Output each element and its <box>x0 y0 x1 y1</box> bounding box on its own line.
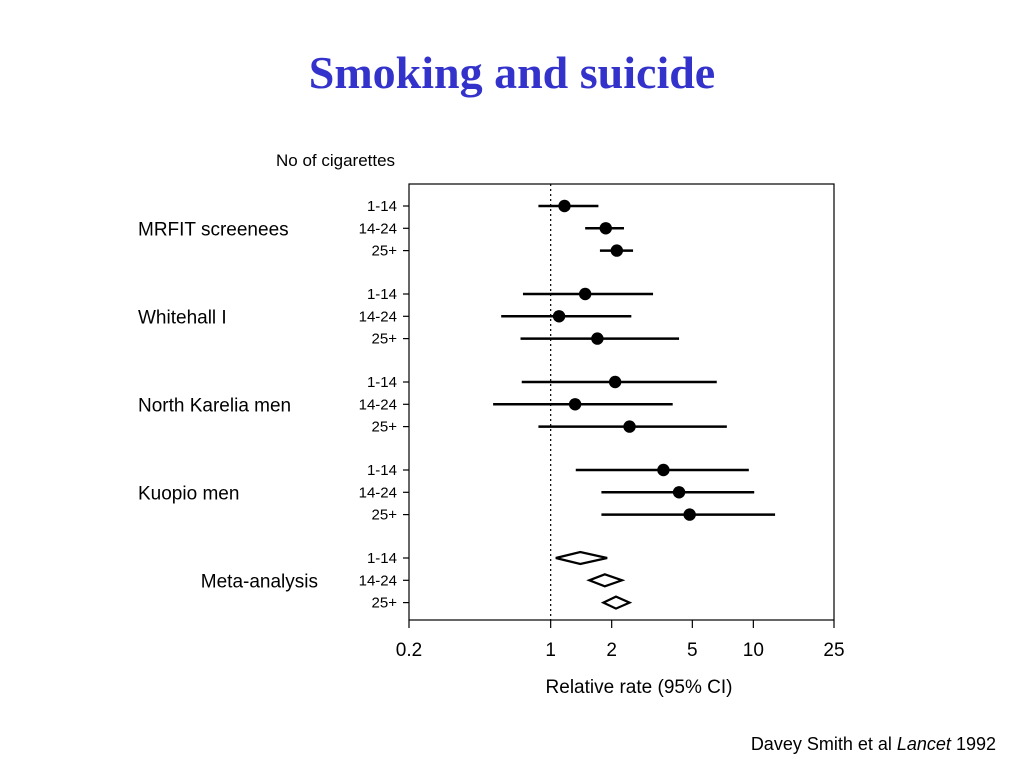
pooled-diamond <box>600 595 633 610</box>
plot-frame <box>408 183 835 621</box>
row-label: 14-24 <box>359 484 397 501</box>
slide-title: Smoking and suicide <box>308 47 716 98</box>
point-estimate <box>599 222 612 235</box>
row-label: 1-14 <box>367 550 397 567</box>
pooled-diamond <box>586 573 626 588</box>
citation-year: 1992 <box>955 734 996 754</box>
point-estimate <box>608 375 622 389</box>
point-estimate <box>578 287 592 301</box>
row-label: 14-24 <box>359 572 397 589</box>
point-estimate <box>558 199 571 213</box>
point-estimate <box>552 310 566 323</box>
x-tick-label: 0.2 <box>396 640 422 661</box>
citation-journal: Lancet <box>896 734 951 754</box>
category-header: No of cigarettes <box>276 151 395 170</box>
group-label: MRFIT screenees <box>138 219 289 240</box>
row-label: 25+ <box>372 507 398 524</box>
row-label: 14-24 <box>359 396 397 413</box>
x-tick-label: 1 <box>545 640 556 661</box>
point-estimate <box>672 486 686 499</box>
row-label: 1-14 <box>367 198 397 215</box>
x-axis-label: Relative rate (95% CI) <box>546 677 733 698</box>
row-label: 25+ <box>372 595 398 612</box>
row-label: 14-24 <box>359 308 397 325</box>
point-estimate <box>657 463 670 477</box>
citation-authors: Davey Smith et al <box>750 734 892 754</box>
citation: Davey Smith et al Lancet 1992 <box>751 734 996 755</box>
group-label: Kuopio men <box>138 483 239 504</box>
pooled-diamond <box>555 550 608 566</box>
x-tick-label: 10 <box>743 640 764 661</box>
point-estimate <box>591 332 604 345</box>
point-estimate <box>683 508 696 521</box>
point-estimate <box>623 420 636 433</box>
point-estimate <box>568 398 582 411</box>
group-label: Whitehall I <box>138 307 227 328</box>
row-label: 14-24 <box>359 220 397 237</box>
group-label: North Karelia men <box>138 395 291 416</box>
row-label: 25+ <box>372 419 398 436</box>
row-label: 1-14 <box>367 462 397 479</box>
row-label: 1-14 <box>367 286 397 303</box>
row-label: 25+ <box>372 331 398 348</box>
point-estimate <box>610 244 624 257</box>
x-tick-label: 2 <box>606 640 617 661</box>
x-tick-label: 25 <box>823 640 844 661</box>
x-tick-label: 5 <box>687 640 698 661</box>
row-label: 1-14 <box>367 374 397 391</box>
group-label: Meta-analysis <box>201 571 318 592</box>
row-label: 25+ <box>372 243 398 260</box>
